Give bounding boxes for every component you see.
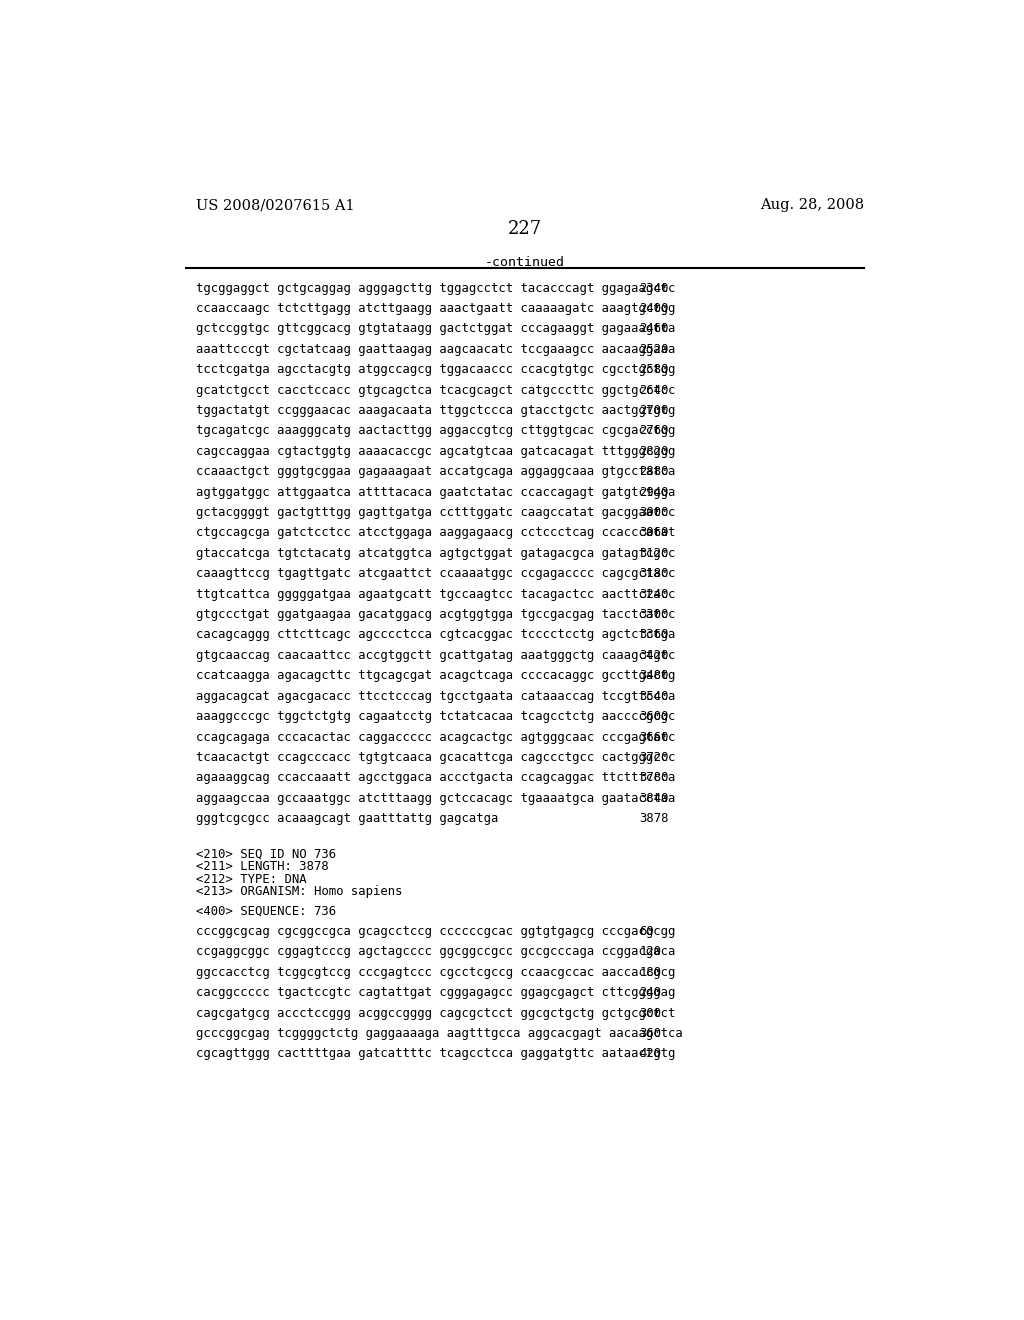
Text: cacagcaggg cttcttcagc agcccctcca cgtcacggac tcccctcctg agctctctga: cacagcaggg cttcttcagc agcccctcca cgtcacg…: [197, 628, 676, 642]
Text: tgcagatcgc aaagggcatg aactacttgg aggaccgtcg cttggtgcac cgcgacctgg: tgcagatcgc aaagggcatg aactacttgg aggaccg…: [197, 425, 676, 437]
Text: 3180: 3180: [640, 568, 669, 581]
Text: 2460: 2460: [640, 322, 669, 335]
Text: ccaaactgct gggtgcggaa gagaaagaat accatgcaga aggaggcaaa gtgcctatca: ccaaactgct gggtgcggaa gagaaagaat accatgc…: [197, 465, 676, 478]
Text: gtaccatcga tgtctacatg atcatggtca agtgctggat gatagacgca gatagtcgcc: gtaccatcga tgtctacatg atcatggtca agtgctg…: [197, 546, 676, 560]
Text: agaaaggcag ccaccaaatt agcctggaca accctgacta ccagcaggac ttctttccca: agaaaggcag ccaccaaatt agcctggaca accctga…: [197, 771, 676, 784]
Text: ccaaccaagc tctcttgagg atcttgaagg aaactgaatt caaaaagatc aaagtgctgg: ccaaccaagc tctcttgagg atcttgaagg aaactga…: [197, 302, 676, 315]
Text: ccgaggcggc cggagtcccg agctagcccc ggcggccgcc gccgcccaga ccggacgaca: ccgaggcggc cggagtcccg agctagcccc ggcggcc…: [197, 945, 676, 958]
Text: aaaggcccgc tggctctgtg cagaatcctg tctatcacaa tcagcctctg aaccccgcgc: aaaggcccgc tggctctgtg cagaatcctg tctatca…: [197, 710, 676, 723]
Text: gtgcaaccag caacaattcc accgtggctt gcattgatag aaatgggctg caaagctgtc: gtgcaaccag caacaattcc accgtggctt gcattga…: [197, 649, 676, 661]
Text: tcaacactgt ccagcccacc tgtgtcaaca gcacattcga cagccctgcc cactgggccc: tcaacactgt ccagcccacc tgtgtcaaca gcacatt…: [197, 751, 676, 764]
Text: gcccggcgag tcggggctctg gaggaaaaga aagtttgcca aggcacgagt aacaagctca: gcccggcgag tcggggctctg gaggaaaaga aagttt…: [197, 1027, 683, 1040]
Text: cccggcgcag cgcggccgca gcagcctccg ccccccgcac ggtgtgagcg cccgacgcgg: cccggcgcag cgcggccgca gcagcctccg ccccccg…: [197, 925, 676, 939]
Text: 2820: 2820: [640, 445, 669, 458]
Text: 3240: 3240: [640, 587, 669, 601]
Text: gcatctgcct cacctccacc gtgcagctca tcacgcagct catgcccttc ggctgcctcc: gcatctgcct cacctccacc gtgcagctca tcacgca…: [197, 384, 676, 396]
Text: ctgccagcga gatctcctcc atcctggaga aaggagaacg cctccctcag ccacccatat: ctgccagcga gatctcctcc atcctggaga aaggaga…: [197, 527, 676, 540]
Text: 3780: 3780: [640, 771, 669, 784]
Text: tcctcgatga agcctacgtg atggccagcg tggacaaccc ccacgtgtgc cgcctgctgg: tcctcgatga agcctacgtg atggccagcg tggacaa…: [197, 363, 676, 376]
Text: caaagttccg tgagttgatc atcgaattct ccaaaatggc ccgagacccc cagcgctacc: caaagttccg tgagttgatc atcgaattct ccaaaat…: [197, 568, 676, 581]
Text: tggactatgt ccgggaacac aaagacaata ttggctccca gtacctgctc aactggtgtg: tggactatgt ccgggaacac aaagacaata ttggctc…: [197, 404, 676, 417]
Text: gtgccctgat ggatgaagaa gacatggacg acgtggtgga tgccgacgag tacctcatcc: gtgccctgat ggatgaagaa gacatggacg acgtggt…: [197, 609, 676, 622]
Text: 2400: 2400: [640, 302, 669, 315]
Text: 2340: 2340: [640, 281, 669, 294]
Text: 420: 420: [640, 1047, 662, 1060]
Text: aggacagcat agacgacacc ttcctcccag tgcctgaata cataaaccag tccgttccca: aggacagcat agacgacacc ttcctcccag tgcctga…: [197, 689, 676, 702]
Text: 3420: 3420: [640, 649, 669, 661]
Text: aaattcccgt cgctatcaag gaattaagag aagcaacatc tccgaaagcc aacaaggaaa: aaattcccgt cgctatcaag gaattaagag aagcaac…: [197, 343, 676, 356]
Text: <211> LENGTH: 3878: <211> LENGTH: 3878: [197, 861, 329, 874]
Text: 3360: 3360: [640, 628, 669, 642]
Text: 3878: 3878: [640, 812, 669, 825]
Text: 3540: 3540: [640, 689, 669, 702]
Text: agtggatggc attggaatca attttacaca gaatctatac ccaccagagt gatgtctgga: agtggatggc attggaatca attttacaca gaatcta…: [197, 486, 676, 499]
Text: 2580: 2580: [640, 363, 669, 376]
Text: <400> SEQUENCE: 736: <400> SEQUENCE: 736: [197, 906, 336, 917]
Text: <210> SEQ ID NO 736: <210> SEQ ID NO 736: [197, 847, 336, 861]
Text: 2700: 2700: [640, 404, 669, 417]
Text: gctccggtgc gttcggcacg gtgtataagg gactctggat cccagaaggt gagaaagtta: gctccggtgc gttcggcacg gtgtataagg gactctg…: [197, 322, 676, 335]
Text: ttgtcattca gggggatgaa agaatgcatt tgccaagtcc tacagactcc aacttctacc: ttgtcattca gggggatgaa agaatgcatt tgccaag…: [197, 587, 676, 601]
Text: cagccaggaa cgtactggtg aaaacaccgc agcatgtcaa gatcacagat tttgggcggg: cagccaggaa cgtactggtg aaaacaccgc agcatgt…: [197, 445, 676, 458]
Text: tgcggaggct gctgcaggag agggagcttg tggagcctct tacacccagt ggagaagctc: tgcggaggct gctgcaggag agggagcttg tggagcc…: [197, 281, 676, 294]
Text: 180: 180: [640, 966, 662, 978]
Text: 360: 360: [640, 1027, 662, 1040]
Text: 227: 227: [508, 220, 542, 238]
Text: 3000: 3000: [640, 506, 669, 519]
Text: ccatcaagga agacagcttc ttgcagcgat acagctcaga ccccacaggc gccttgactg: ccatcaagga agacagcttc ttgcagcgat acagctc…: [197, 669, 676, 682]
Text: 120: 120: [640, 945, 662, 958]
Text: 3060: 3060: [640, 527, 669, 540]
Text: <212> TYPE: DNA: <212> TYPE: DNA: [197, 873, 307, 886]
Text: <213> ORGANISM: Homo sapiens: <213> ORGANISM: Homo sapiens: [197, 884, 402, 898]
Text: gggtcgcgcc acaaagcagt gaatttattg gagcatga: gggtcgcgcc acaaagcagt gaatttattg gagcatg…: [197, 812, 499, 825]
Text: ccagcagaga cccacactac caggaccccc acagcactgc agtgggcaac cccgagtatc: ccagcagaga cccacactac caggaccccc acagcac…: [197, 730, 676, 743]
Text: 3660: 3660: [640, 730, 669, 743]
Text: 3840: 3840: [640, 792, 669, 805]
Text: US 2008/0207615 A1: US 2008/0207615 A1: [197, 198, 355, 213]
Text: 2940: 2940: [640, 486, 669, 499]
Text: 3600: 3600: [640, 710, 669, 723]
Text: 3300: 3300: [640, 609, 669, 622]
Text: 3120: 3120: [640, 546, 669, 560]
Text: 2520: 2520: [640, 343, 669, 356]
Text: 3480: 3480: [640, 669, 669, 682]
Text: cgcagttggg cacttttgaa gatcattttc tcagcctcca gaggatgttc aataactgtg: cgcagttggg cacttttgaa gatcattttc tcagcct…: [197, 1047, 676, 1060]
Text: Aug. 28, 2008: Aug. 28, 2008: [760, 198, 864, 213]
Text: 3720: 3720: [640, 751, 669, 764]
Text: 300: 300: [640, 1007, 662, 1019]
Text: gctacggggt gactgtttgg gagttgatga cctttggatc caagccatat gacggaatcc: gctacggggt gactgtttgg gagttgatga cctttgg…: [197, 506, 676, 519]
Text: 240: 240: [640, 986, 662, 999]
Text: aggaagccaa gccaaatggc atctttaagg gctccacagc tgaaaatgca gaatacctaa: aggaagccaa gccaaatggc atctttaagg gctccac…: [197, 792, 676, 805]
Text: 2760: 2760: [640, 425, 669, 437]
Text: ggccacctcg tcggcgtccg cccgagtccc cgcctcgccg ccaacgccac aaccaccgcg: ggccacctcg tcggcgtccg cccgagtccc cgcctcg…: [197, 966, 676, 978]
Text: 2880: 2880: [640, 465, 669, 478]
Text: cacggccccc tgactccgtc cagtattgat cgggagagcc ggagcgagct cttcggggag: cacggccccc tgactccgtc cagtattgat cgggaga…: [197, 986, 676, 999]
Text: -continued: -continued: [484, 256, 565, 269]
Text: cagcgatgcg accctccggg acggccgggg cagcgctcct ggcgctgctg gctgcgctct: cagcgatgcg accctccggg acggccgggg cagcgct…: [197, 1007, 676, 1019]
Text: 60: 60: [640, 925, 654, 939]
Text: 2640: 2640: [640, 384, 669, 396]
